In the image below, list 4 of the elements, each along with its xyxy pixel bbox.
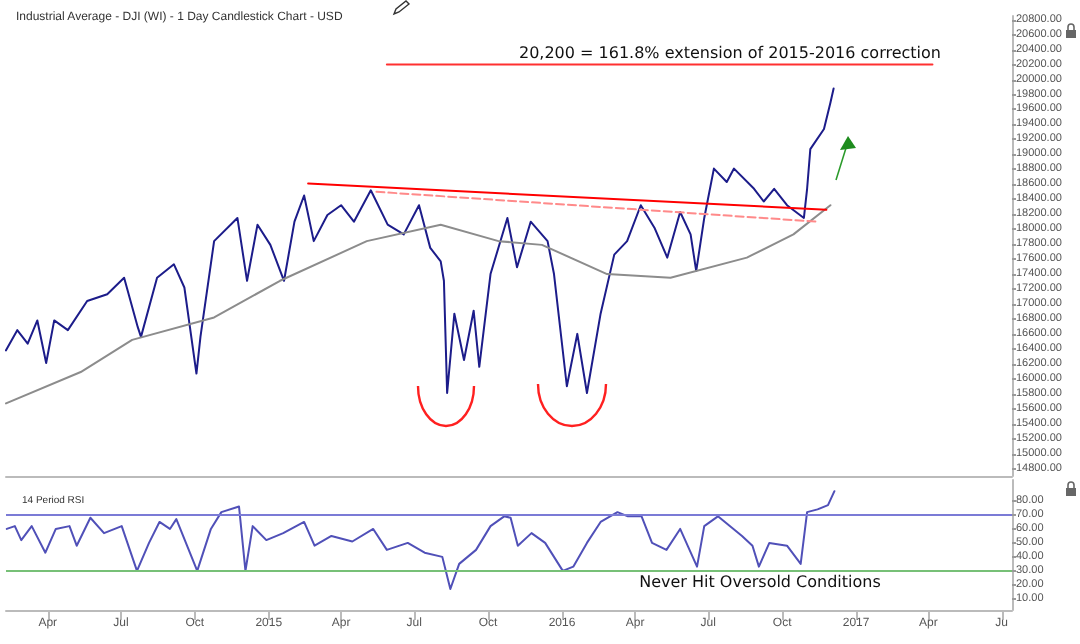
annotation: 20,200 = 161.8% extension of 2015-2016 correction [518,43,941,62]
annotation: Never Hit Oversold Conditions [639,573,881,591]
line-series [5,204,832,405]
line-series [5,87,835,394]
